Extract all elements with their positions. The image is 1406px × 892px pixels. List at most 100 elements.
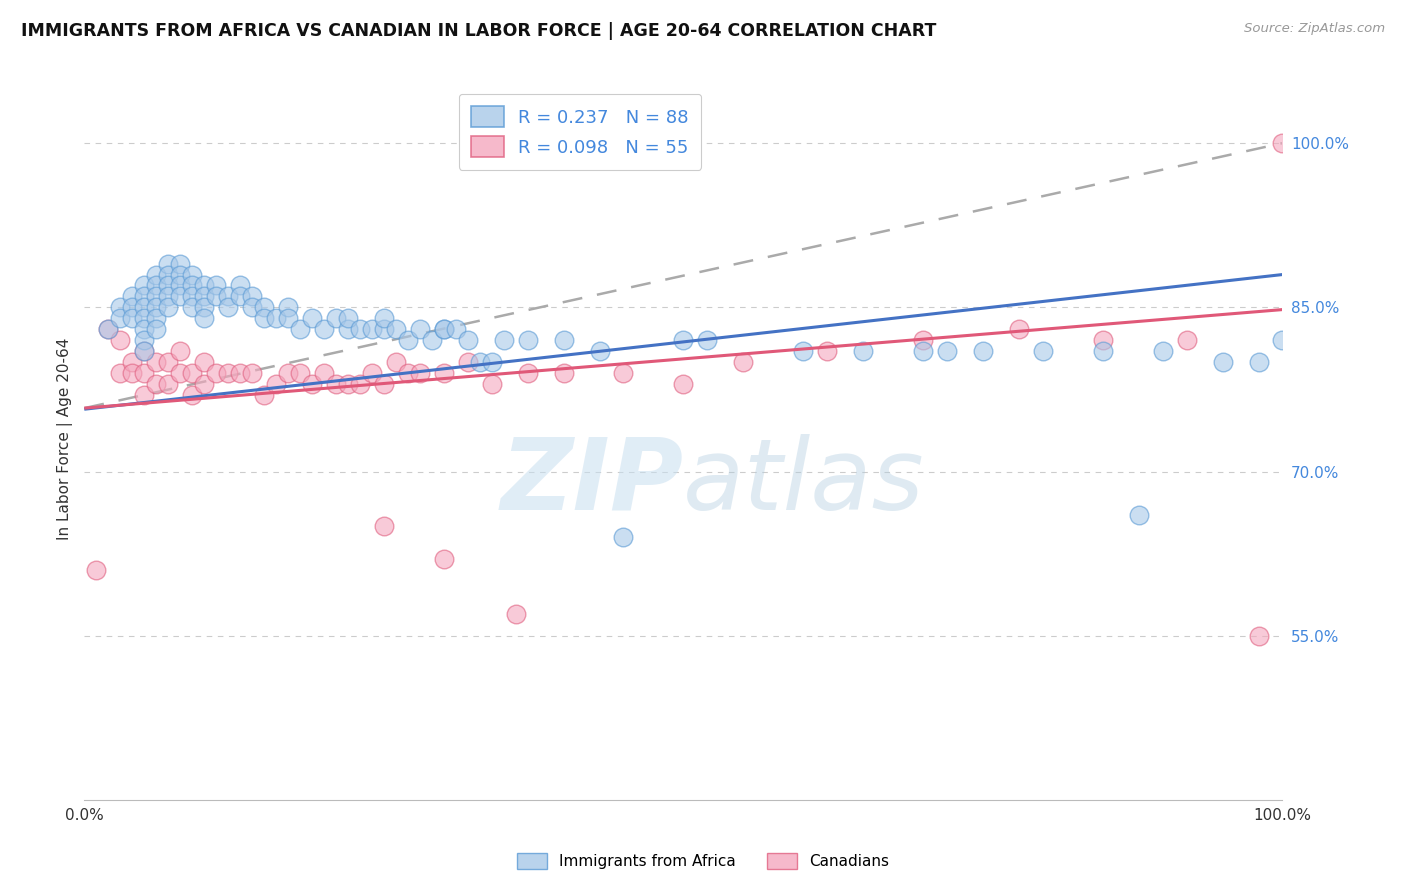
Point — [911, 344, 934, 359]
Point — [205, 366, 228, 380]
Point — [134, 344, 156, 359]
Point — [1271, 333, 1294, 347]
Point — [433, 322, 456, 336]
Point — [84, 563, 107, 577]
Point — [312, 322, 335, 336]
Point — [181, 366, 204, 380]
Point — [145, 377, 167, 392]
Text: ZIP: ZIP — [501, 434, 683, 531]
Point — [253, 301, 276, 315]
Point — [553, 333, 575, 347]
Point — [385, 322, 408, 336]
Point — [349, 322, 371, 336]
Point — [612, 366, 634, 380]
Point — [1175, 333, 1198, 347]
Point — [169, 289, 191, 303]
Point — [193, 278, 215, 293]
Point — [217, 366, 239, 380]
Point — [134, 333, 156, 347]
Point — [396, 366, 419, 380]
Point — [145, 278, 167, 293]
Point — [1212, 355, 1234, 369]
Point — [134, 344, 156, 359]
Point — [457, 333, 479, 347]
Point — [612, 530, 634, 544]
Point — [481, 377, 503, 392]
Point — [110, 366, 132, 380]
Point — [385, 355, 408, 369]
Point — [181, 278, 204, 293]
Point — [121, 366, 143, 380]
Point — [288, 322, 311, 336]
Point — [145, 268, 167, 282]
Point — [157, 377, 180, 392]
Point — [468, 355, 491, 369]
Point — [169, 366, 191, 380]
Point — [444, 322, 467, 336]
Point — [815, 344, 838, 359]
Point — [193, 301, 215, 315]
Point — [169, 268, 191, 282]
Point — [134, 289, 156, 303]
Point — [157, 301, 180, 315]
Point — [134, 278, 156, 293]
Point — [516, 366, 538, 380]
Point — [205, 289, 228, 303]
Point — [97, 322, 120, 336]
Point — [205, 278, 228, 293]
Point — [696, 333, 718, 347]
Point — [169, 344, 191, 359]
Point — [301, 377, 323, 392]
Point — [145, 355, 167, 369]
Point — [193, 355, 215, 369]
Point — [588, 344, 610, 359]
Point — [110, 333, 132, 347]
Point — [1152, 344, 1174, 359]
Point — [733, 355, 755, 369]
Legend: Immigrants from Africa, Canadians: Immigrants from Africa, Canadians — [510, 847, 896, 875]
Point — [157, 289, 180, 303]
Point — [145, 322, 167, 336]
Point — [1247, 629, 1270, 643]
Point — [193, 311, 215, 326]
Point — [145, 301, 167, 315]
Point — [1247, 355, 1270, 369]
Point — [121, 301, 143, 315]
Point — [157, 268, 180, 282]
Point — [409, 322, 432, 336]
Point — [229, 366, 252, 380]
Point — [373, 311, 395, 326]
Point — [277, 311, 299, 326]
Point — [1271, 136, 1294, 150]
Point — [145, 289, 167, 303]
Point — [349, 377, 371, 392]
Point — [121, 311, 143, 326]
Point — [240, 289, 263, 303]
Point — [240, 301, 263, 315]
Point — [1008, 322, 1031, 336]
Point — [433, 322, 456, 336]
Point — [169, 257, 191, 271]
Point — [157, 257, 180, 271]
Point — [505, 607, 527, 621]
Point — [936, 344, 959, 359]
Point — [134, 311, 156, 326]
Point — [972, 344, 994, 359]
Point — [360, 322, 382, 336]
Point — [229, 278, 252, 293]
Point — [217, 301, 239, 315]
Point — [1091, 344, 1114, 359]
Point — [217, 289, 239, 303]
Point — [181, 388, 204, 402]
Point — [301, 311, 323, 326]
Point — [157, 355, 180, 369]
Point — [288, 366, 311, 380]
Text: atlas: atlas — [683, 434, 925, 531]
Point — [134, 301, 156, 315]
Point — [672, 377, 695, 392]
Point — [336, 377, 359, 392]
Point — [121, 355, 143, 369]
Point — [97, 322, 120, 336]
Point — [134, 366, 156, 380]
Point — [277, 366, 299, 380]
